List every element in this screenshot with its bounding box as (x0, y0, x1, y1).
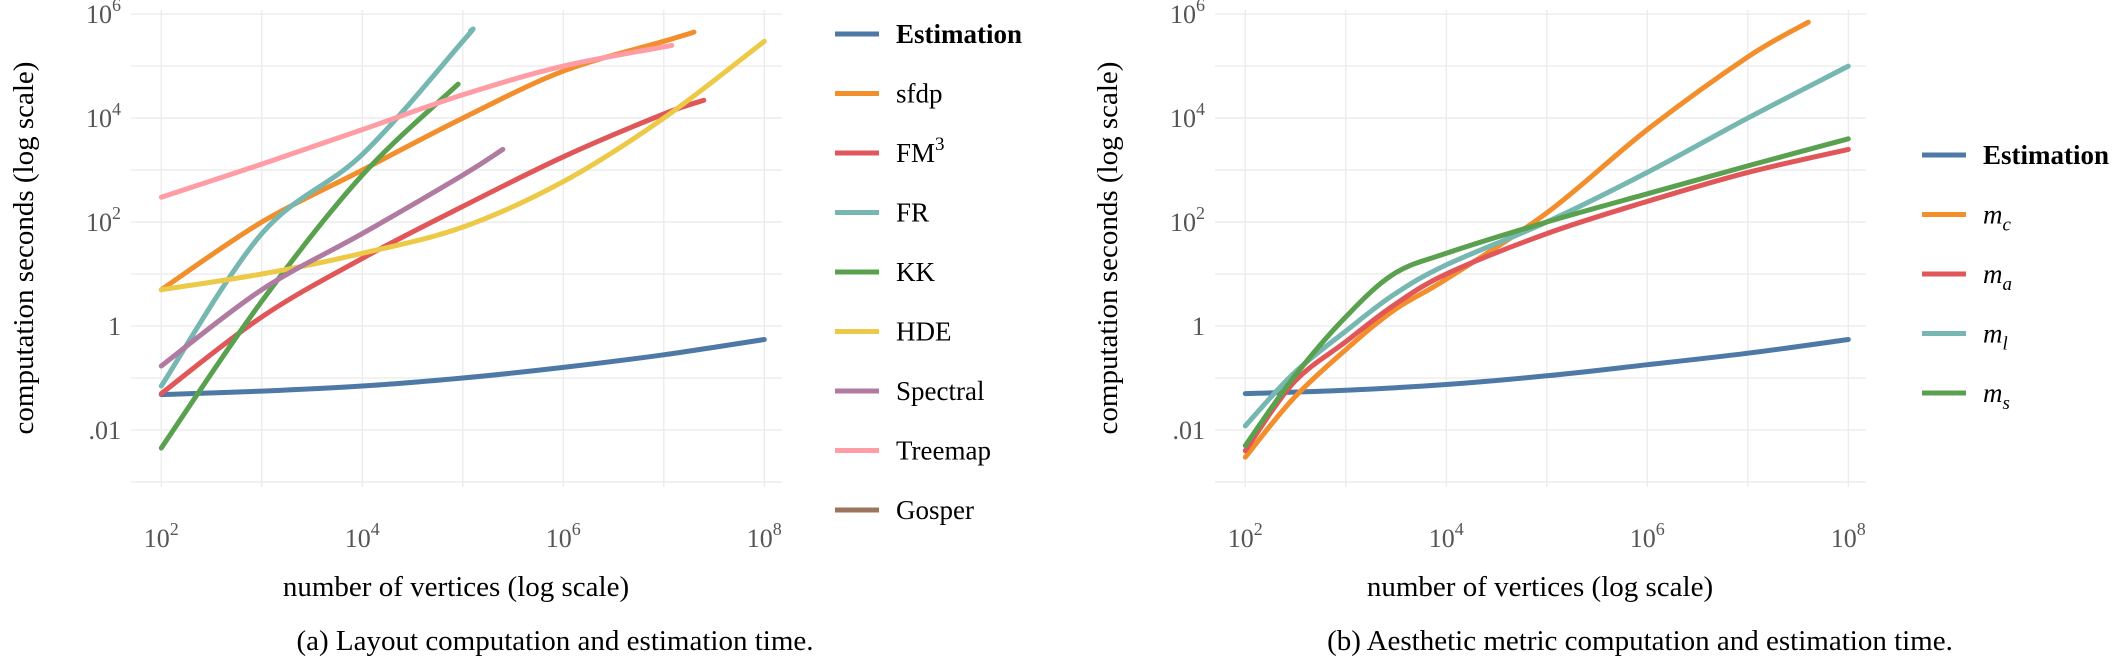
y-tick-label: 1 (108, 312, 121, 341)
legend-item-ms: ms (1922, 378, 2010, 414)
y-tick-label: 1 (1192, 312, 1205, 341)
chart-panel-a: 102 104 106 108 .01 1 102 104 106 Estimation sfdp F… (8, 0, 1022, 657)
series-line-estimation (158, 337, 767, 398)
legend-item-estimation: Estimation (835, 19, 1022, 49)
legend-item-treemap: Treemap (835, 436, 991, 466)
series-line-fm3 (158, 97, 707, 397)
legend-item-gosper: Gosper (835, 495, 974, 525)
legend-item-spectral: Spectral (835, 376, 984, 406)
y-axis-title: computation seconds (log scale) (1092, 62, 1124, 435)
y-tick-label: 104 (86, 99, 121, 133)
x-tick-label: 104 (1429, 519, 1464, 553)
y-tick-label: 106 (86, 0, 121, 29)
series-line-treemap (158, 42, 675, 200)
x-axis-title: number of vertices (log scale) (283, 571, 629, 603)
legend-label: Estimation (1983, 140, 2109, 170)
legend-label: sfdp (896, 79, 943, 109)
legend-label: HDE (896, 317, 952, 347)
legend-label: ms (1983, 378, 2010, 414)
series-line-fr (158, 26, 476, 389)
x-tick-label: 104 (345, 519, 380, 553)
legend-label: ma (1983, 259, 2012, 295)
y-tick-label: .01 (89, 416, 122, 445)
chart-panel-b: 102 104 106 108 .01 1 102 104 106 Estimation mc ma m… (1092, 0, 2109, 657)
legend-label: Gosper (896, 495, 974, 525)
x-tick-label: 102 (1228, 519, 1263, 553)
series-line-kk (158, 81, 461, 451)
legend: Estimation sfdp FM3 FR KK HDE Spectral Treemap G… (835, 19, 1022, 525)
legend-label: KK (896, 257, 935, 287)
legend-label: Estimation (896, 19, 1022, 49)
series-line-hde (158, 38, 767, 293)
series-line-estimation (1242, 337, 1851, 397)
legend-item-ml: ml (1922, 319, 2008, 355)
legend-label: FM3 (896, 134, 945, 168)
x-tick-label: 106 (1630, 519, 1665, 553)
y-axis-title: computation seconds (log scale) (8, 62, 40, 435)
legend-item-estimation: Estimation (1922, 140, 2109, 170)
x-tick-label: 108 (747, 519, 782, 553)
y-tick-label: 106 (1170, 0, 1205, 29)
x-tick-label: 102 (144, 519, 179, 553)
grid (1215, 10, 1866, 487)
legend-label: Treemap (896, 436, 991, 466)
y-tick-label: 104 (1170, 99, 1205, 133)
grid (131, 10, 782, 487)
legend-item-sfdp: sfdp (835, 79, 943, 109)
x-axis-title: number of vertices (log scale) (1367, 571, 1713, 603)
legend-item-fm3: FM3 (835, 134, 945, 168)
x-tick-label: 106 (546, 519, 581, 553)
series-line-spectral (158, 146, 506, 369)
series-lines (158, 26, 767, 451)
x-tick-label: 108 (1831, 519, 1866, 553)
y-tick-label: 102 (1170, 203, 1205, 237)
legend-label: Spectral (896, 376, 984, 406)
legend-label: ml (1983, 319, 2008, 355)
legend-item-fr: FR (835, 198, 929, 228)
series-line-sfdp (158, 29, 697, 293)
legend-label: mc (1983, 200, 2012, 236)
legend: Estimation mc ma ml ms (1922, 140, 2109, 414)
legend-label: FR (896, 198, 929, 228)
figure-caption: (a) Layout computation and estimation ti… (296, 625, 813, 657)
legend-item-mc: mc (1922, 200, 2012, 236)
series-line-ms (1242, 136, 1851, 449)
series-line-ma (1242, 146, 1851, 454)
legend-item-ma: ma (1922, 259, 2012, 295)
y-tick-label: .01 (1173, 416, 1206, 445)
legend-item-hde: HDE (835, 317, 952, 347)
series-lines (1242, 19, 1851, 460)
legend-item-kk: KK (835, 257, 935, 287)
figure-caption: (b) Aesthetic metric computation and est… (1327, 625, 1953, 657)
y-tick-label: 102 (86, 203, 121, 237)
